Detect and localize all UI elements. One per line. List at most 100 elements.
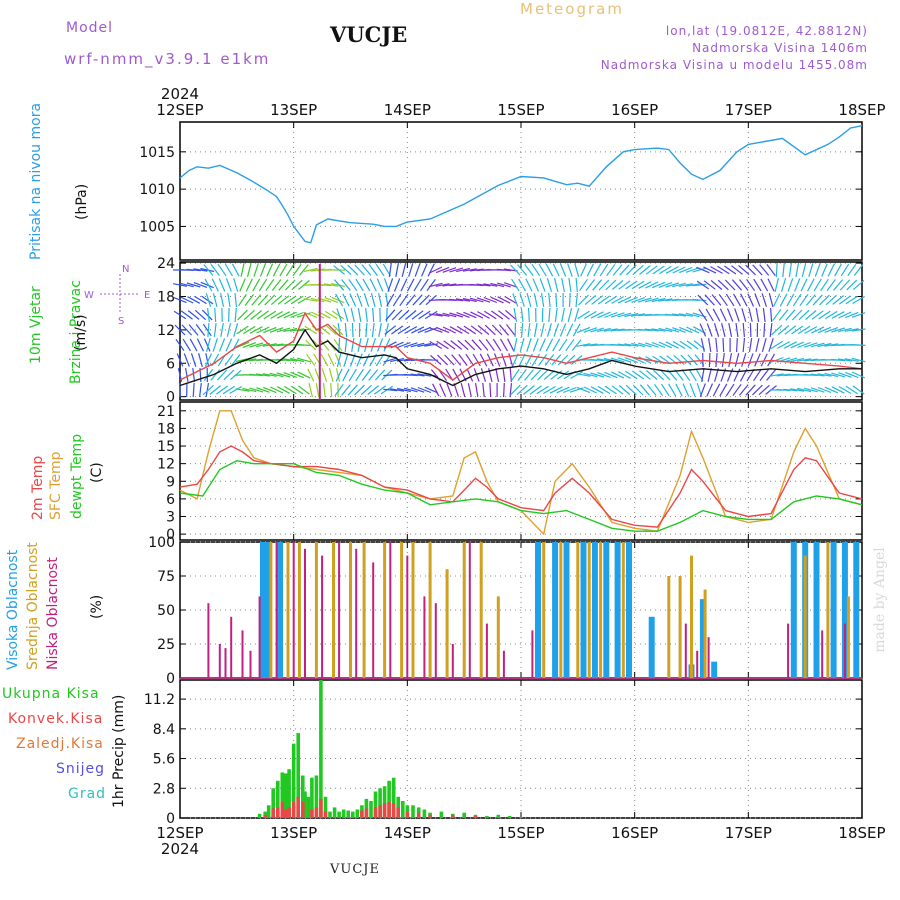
wind-arrow bbox=[524, 369, 534, 381]
wind-arrow bbox=[777, 341, 790, 349]
wind-arrow bbox=[484, 310, 497, 320]
wind-arrow bbox=[625, 280, 638, 290]
cloud-bar-low bbox=[468, 542, 471, 678]
wind-arrow bbox=[411, 310, 424, 320]
wind-arrow bbox=[618, 371, 631, 379]
wind-arrow bbox=[568, 278, 572, 292]
wind-arrow bbox=[521, 322, 524, 338]
wind-arrow bbox=[464, 339, 476, 351]
wind-arrow bbox=[365, 322, 368, 338]
wind-arrow bbox=[811, 326, 825, 334]
precip-tick-label: 0 bbox=[166, 811, 175, 827]
wind-arrow bbox=[797, 387, 812, 393]
wind-arrow bbox=[200, 267, 215, 273]
wind-arrow bbox=[207, 322, 210, 338]
wind-arrow bbox=[365, 308, 368, 322]
wind-arrow bbox=[297, 296, 311, 304]
wind-arrow bbox=[283, 311, 297, 319]
wind-arrow bbox=[526, 293, 532, 307]
wind-arrow bbox=[679, 266, 693, 274]
wind-arrow bbox=[779, 293, 788, 307]
wind-arrow bbox=[265, 278, 275, 292]
temp-tick-label: 12 bbox=[157, 457, 175, 473]
cloud-bar-mid bbox=[411, 542, 415, 678]
temp-tick-label: 21 bbox=[157, 404, 175, 420]
wind-arrow bbox=[617, 312, 632, 318]
cloud-bar-mid bbox=[542, 542, 546, 678]
wind-arrow bbox=[332, 324, 344, 336]
cloud-bar-high bbox=[790, 542, 797, 678]
wind-arrow bbox=[696, 266, 710, 274]
wind-arrow bbox=[784, 325, 797, 335]
wind-arrow bbox=[758, 384, 770, 396]
wind-arrow bbox=[180, 296, 194, 304]
time-tick-top: 16SEP bbox=[611, 101, 658, 119]
precip-convective-bar bbox=[387, 802, 391, 818]
wind-arrow bbox=[660, 383, 670, 397]
wind-arrow bbox=[545, 263, 554, 277]
precip-total-bar bbox=[337, 811, 341, 818]
precip-convective-bar bbox=[314, 807, 319, 818]
wind-arrow bbox=[217, 263, 227, 277]
wind-arrow bbox=[754, 293, 761, 307]
wind-arrow bbox=[330, 282, 345, 288]
wind-arrow bbox=[347, 384, 358, 396]
dewpoint-line bbox=[179, 459, 863, 532]
wind-arrow bbox=[234, 292, 237, 308]
wind-arrow bbox=[598, 279, 610, 291]
wind-arrow bbox=[462, 268, 477, 272]
wind-arrow bbox=[417, 373, 432, 377]
wind-arrow bbox=[820, 278, 829, 292]
wind-arrow bbox=[285, 263, 295, 277]
cloud-bar-high bbox=[603, 542, 610, 678]
wind-arrow bbox=[367, 385, 380, 395]
wind-arrow bbox=[357, 307, 362, 323]
wind-arrow bbox=[796, 358, 812, 362]
cloud-bar-low bbox=[434, 603, 437, 678]
precip-total-bar bbox=[314, 775, 319, 818]
wind-arrow bbox=[470, 325, 483, 335]
wind-arrow bbox=[176, 353, 184, 367]
wind-arrow bbox=[721, 353, 725, 367]
wind-arrow bbox=[290, 311, 304, 319]
wind-arrow bbox=[665, 282, 680, 288]
wind-arrow bbox=[612, 264, 623, 276]
wind-arrow bbox=[543, 369, 556, 381]
wind-arrow bbox=[519, 293, 525, 307]
wind-arrow bbox=[290, 328, 305, 332]
wind-arrow bbox=[427, 263, 435, 277]
precip-total-bar bbox=[328, 811, 332, 818]
wind-arrow bbox=[195, 324, 206, 336]
wind-arrow bbox=[851, 312, 866, 318]
wind-arrow bbox=[325, 324, 337, 336]
wind-arrow bbox=[646, 384, 657, 396]
precip-total-bar bbox=[378, 788, 382, 818]
wind-arrow bbox=[731, 279, 743, 291]
wind-arrow bbox=[420, 278, 429, 292]
wind-arrow bbox=[579, 278, 588, 292]
cloud-bar-high bbox=[591, 542, 598, 678]
wind-arrow bbox=[378, 322, 382, 338]
wind-arrow bbox=[203, 369, 214, 381]
wind-arrow bbox=[804, 326, 818, 334]
wind-arrow bbox=[681, 368, 691, 382]
wind-arrow bbox=[320, 353, 329, 367]
wind-arrow bbox=[437, 354, 449, 366]
precip-total-bar bbox=[257, 813, 262, 818]
cloud-bar-mid bbox=[678, 576, 682, 678]
wind-arrow bbox=[456, 267, 471, 273]
wind-arrow bbox=[590, 358, 605, 362]
wind-arrow bbox=[638, 281, 652, 289]
wind-arrow bbox=[256, 387, 270, 393]
wind-arrow bbox=[583, 386, 597, 394]
wind-arrow bbox=[477, 311, 490, 319]
precip-total-bar bbox=[280, 772, 285, 818]
wind-arrow bbox=[235, 388, 250, 392]
wind-arrow bbox=[374, 385, 387, 395]
wind-arrow bbox=[498, 324, 509, 336]
cloud-bar-mid bbox=[445, 569, 449, 678]
wind-arrow bbox=[411, 326, 425, 334]
wind-arrow bbox=[734, 308, 740, 322]
wind-arrow bbox=[768, 338, 774, 352]
